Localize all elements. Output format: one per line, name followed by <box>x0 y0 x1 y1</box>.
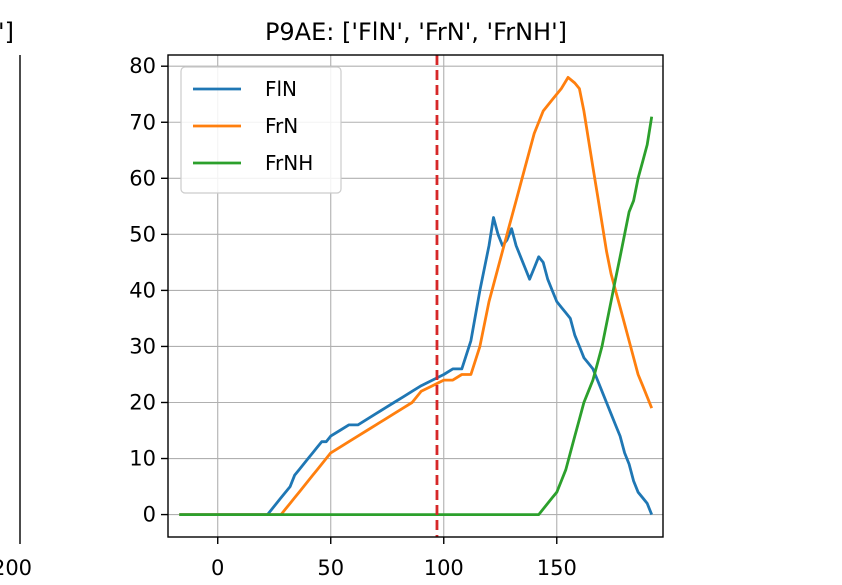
y-tick-label-50: 50 <box>129 222 156 246</box>
left-x-tick-fragment: 200 <box>0 556 32 580</box>
y-tick-label-40: 40 <box>129 278 156 302</box>
y-tick-label-30: 30 <box>129 334 156 358</box>
plot-frame <box>167 54 664 538</box>
main-chart: P9AE: ['FlN', 'FrN', 'FrNH'] 0 50 100 150 0 1… <box>129 18 664 580</box>
legend-label-frn: FrN <box>265 114 298 138</box>
left-title-fragment: '] <box>0 18 14 46</box>
y-tick-label-10: 10 <box>129 447 156 471</box>
x-tick-label-0: 0 <box>211 556 224 580</box>
y-tick-label-0: 0 <box>143 503 156 527</box>
chart-title: P9AE: ['FlN', 'FrN', 'FrNH'] <box>265 18 567 46</box>
series-line-frnh <box>179 116 654 516</box>
x-tick-label-100: 100 <box>424 556 464 580</box>
series-line-fln <box>179 216 653 516</box>
x-tick-label-50: 50 <box>317 556 344 580</box>
y-tick-label-80: 80 <box>129 54 156 78</box>
legend-box <box>180 66 342 194</box>
grid-lines <box>168 55 663 537</box>
series-line-frn <box>179 76 653 516</box>
legend: FlN FrN FrNH <box>180 66 342 194</box>
axis-ticks: 0 50 100 150 0 10 20 30 40 50 60 70 80 <box>129 54 577 580</box>
legend-label-frnh: FrNH <box>265 151 313 175</box>
x-tick-label-150: 150 <box>537 556 577 580</box>
y-tick-label-20: 20 <box>129 390 156 414</box>
y-tick-label-70: 70 <box>129 110 156 134</box>
legend-label-fln: FlN <box>265 77 297 101</box>
series-lines <box>179 76 654 516</box>
y-tick-label-60: 60 <box>129 166 156 190</box>
left-subplot-fragment: '] 200 <box>0 18 32 580</box>
